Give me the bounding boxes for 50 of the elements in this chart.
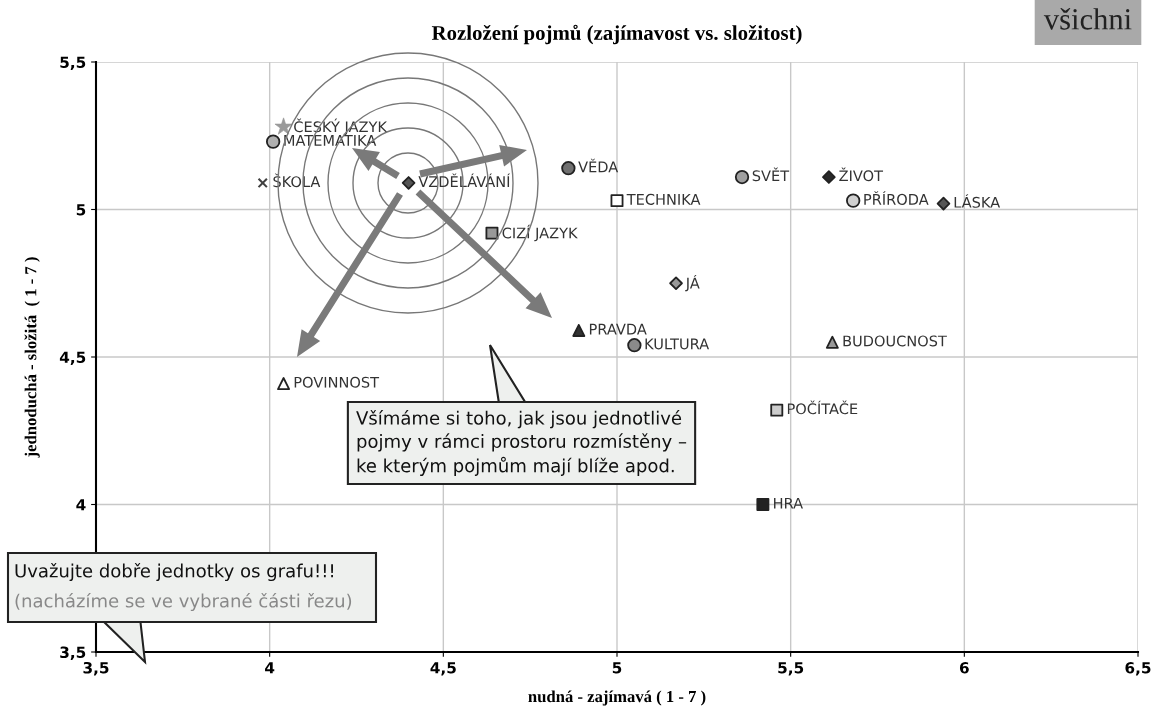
x-tick-label: 5,5 — [778, 662, 804, 676]
series-label: HRA — [774, 497, 803, 509]
series-label: JÁ — [685, 274, 700, 292]
series-label: POČÍTAČE — [787, 400, 858, 415]
y-tick-label: 4,5 — [59, 351, 86, 365]
x-tick-label: 4,5 — [430, 662, 456, 676]
point — [485, 226, 499, 240]
y-axis-title: jednoduchá - složitá ( 1 - 7 ) — [24, 257, 40, 458]
point — [572, 323, 586, 337]
series-label: POVINNOST — [294, 376, 380, 388]
y-tick-label: 5,5 — [60, 56, 86, 70]
chart-title: Rozložení pojmů (zajímavost vs. složitost) — [431, 24, 802, 45]
point — [846, 193, 861, 208]
series-label: PŘÍRODA — [864, 191, 929, 205]
series-label: LÁSKA — [954, 194, 1001, 208]
point — [936, 196, 951, 211]
annotation: (nacházíme se ve vybrané části řezu) — [15, 592, 352, 612]
x-tick-label: 6,5 — [1125, 662, 1151, 676]
series-label: ŠKOLA — [273, 173, 321, 188]
point — [277, 377, 291, 391]
series-label: VZDĚLÁVÁNÍ — [418, 173, 511, 187]
series-label: ŽIVOT — [839, 167, 884, 182]
point — [822, 170, 836, 184]
point — [770, 403, 784, 417]
point — [825, 335, 839, 349]
annotation: Uvažujte dobře jednotky os grafu!!! — [15, 562, 333, 582]
series-label: KULTURA — [645, 338, 710, 350]
point — [610, 194, 624, 208]
point — [257, 177, 268, 189]
point — [669, 276, 683, 291]
y-tick-label: 5 — [76, 204, 86, 216]
point — [401, 176, 416, 190]
series-label: PRAVDA — [589, 323, 647, 335]
series-label: BUDOUCNOST — [843, 335, 947, 347]
x-tick-label: 6 — [959, 662, 969, 674]
series-label: TECHNIKA — [626, 193, 701, 205]
text: všichni — [1043, 8, 1132, 30]
point — [627, 338, 642, 353]
point — [756, 498, 770, 511]
point — [561, 161, 576, 176]
series-label: SVĚT — [752, 167, 790, 182]
x-tick-label: 4 — [265, 662, 275, 674]
point — [734, 169, 750, 185]
y-tick-label: 3,5 — [60, 646, 86, 660]
x-tick-label: 5 — [612, 662, 622, 674]
x-axis-title: nudná - zajímavá ( 1 - 7 ) — [528, 690, 706, 706]
point — [265, 134, 281, 149]
y-tick-label: 4 — [76, 499, 86, 511]
annotation: Všímáme si toho, jak jsou jednotlivé pojmy v rámci prostoru rozmístěny – ke kterým pojmům mají blíže apod. — [356, 410, 687, 476]
series-label: VĚDA — [578, 158, 619, 173]
